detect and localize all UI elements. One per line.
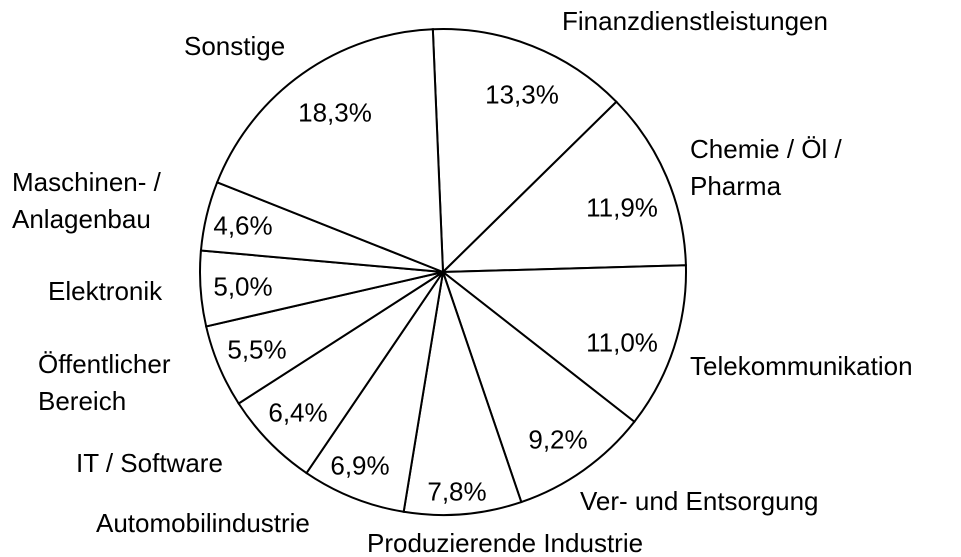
category-label: Sonstige <box>184 31 286 61</box>
value-label: 18,3% <box>298 97 372 128</box>
value-label: 9,2% <box>528 424 588 455</box>
value-label: 6,9% <box>330 450 390 481</box>
value-label: 4,6% <box>213 210 273 241</box>
category-label: Automobilindustrie <box>96 508 310 538</box>
category-label: Chemie / Öl / Pharma <box>690 134 842 201</box>
value-label: 5,5% <box>227 334 287 365</box>
pie-slice <box>305 271 444 513</box>
pie-slice <box>431 28 618 275</box>
category-label: Finanzdienstleistungen <box>562 6 828 36</box>
category-label: Ver- und Entsorgung <box>580 486 819 516</box>
category-label: Elektronik <box>48 276 163 306</box>
pie-slice <box>440 264 687 424</box>
value-label: 11,0% <box>586 327 658 358</box>
category-label: Maschinen- / Anlagenbau <box>12 167 161 234</box>
pie-slice <box>440 269 636 504</box>
category-label: IT / Software <box>76 448 223 478</box>
pie-slice <box>440 100 687 274</box>
category-label: Telekommunikation <box>690 351 913 381</box>
value-label: 11,9% <box>586 192 658 223</box>
value-label: 6,4% <box>268 397 328 428</box>
value-label: 7,8% <box>427 476 487 507</box>
value-label: 5,0% <box>213 271 273 302</box>
pie-slice <box>215 28 445 274</box>
category-label: Produzierende Industrie <box>367 528 644 557</box>
value-label: 13,3% <box>485 79 559 110</box>
category-label: Öffentlicher Bereich <box>38 349 171 416</box>
